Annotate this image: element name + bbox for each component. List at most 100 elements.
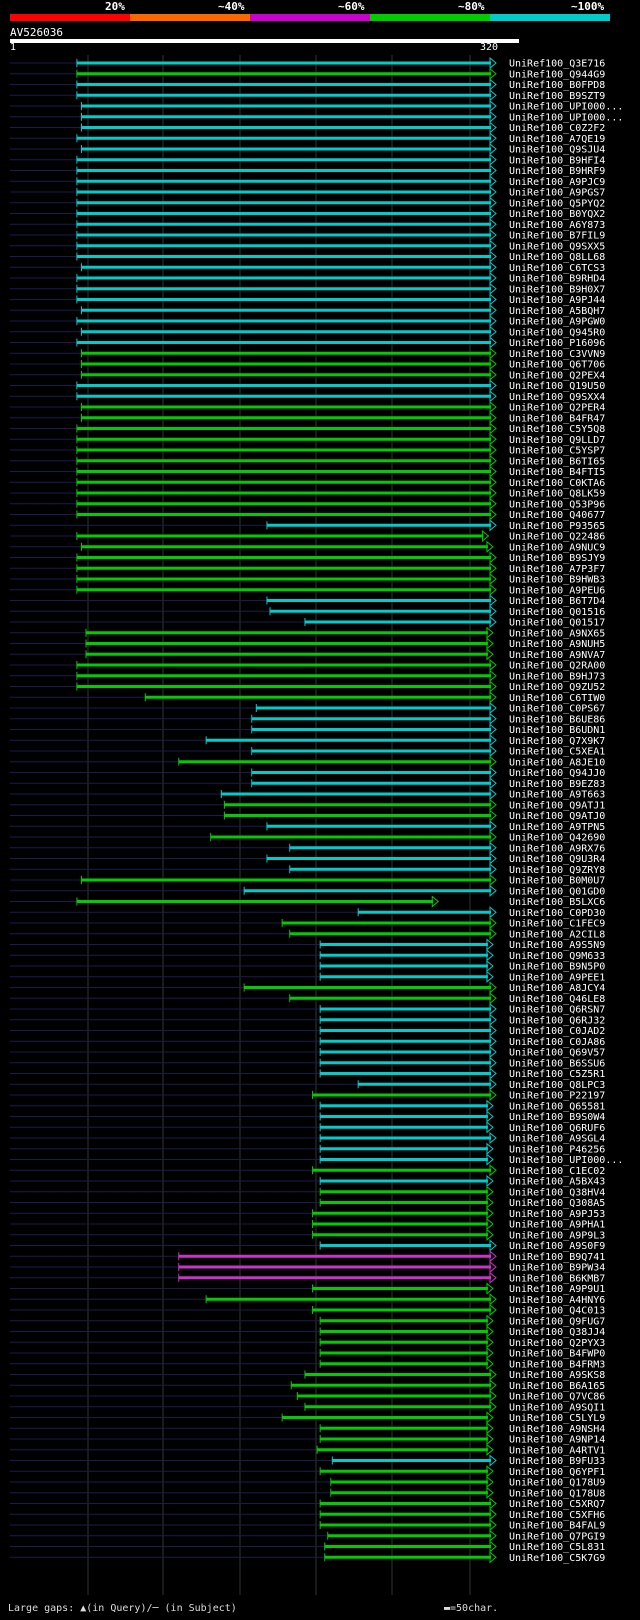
hit-row[interactable]: UniRef100_Q9M633 (10, 949, 605, 962)
hit-label[interactable]: UniRef100_A9RX76 (509, 843, 605, 854)
hit-label[interactable]: UniRef100_B4FWP0 (509, 1349, 605, 1360)
hit-label[interactable]: UniRef100_C5XRQ7 (509, 1499, 605, 1510)
hit-label[interactable]: UniRef100_Q69V57 (509, 1048, 605, 1059)
hit-label[interactable]: UniRef100_Q6RUF6 (509, 1123, 605, 1134)
hit-row[interactable]: UniRef100_Q38HV4 (10, 1185, 605, 1199)
hit-row[interactable]: UniRef100_A9SQI1 (10, 1400, 605, 1414)
hit-row[interactable]: UniRef100_A9NUH5 (10, 637, 605, 651)
hit-label[interactable]: UniRef100_Q46LE8 (509, 994, 605, 1005)
hit-row[interactable]: UniRef100_A9PHA1 (10, 1217, 605, 1231)
hit-row[interactable]: UniRef100_Q8LPC3 (10, 1078, 605, 1091)
hit-label[interactable]: UniRef100_Q944G9 (509, 69, 605, 80)
hit-label[interactable]: UniRef100_A6Y873 (509, 220, 605, 231)
hit-label[interactable]: UniRef100_Q22486 (509, 532, 605, 543)
hit-row[interactable]: UniRef100_Q6RJ32 (10, 1013, 605, 1027)
hit-row[interactable]: UniRef100_B4FAL9 (10, 1518, 605, 1532)
hit-label[interactable]: UniRef100_Q308A5 (509, 1198, 605, 1209)
hit-label[interactable]: UniRef100_C0KTA6 (509, 478, 605, 489)
hit-row[interactable]: UniRef100_UPI000... (10, 1153, 623, 1167)
hit-label[interactable]: UniRef100_Q9ZRY8 (509, 865, 605, 876)
hit-row[interactable]: UniRef100_Q53P96 (10, 497, 605, 511)
hit-row[interactable]: UniRef100_B4FR47 (10, 411, 605, 425)
hit-row[interactable]: UniRef100_Q7PGI9 (10, 1529, 605, 1543)
hit-label[interactable]: UniRef100_Q8LPC3 (509, 1080, 605, 1091)
hit-label[interactable]: UniRef100_Q9U3R4 (509, 854, 605, 865)
hit-row[interactable]: UniRef100_B9HJ73 (10, 669, 605, 683)
hit-row[interactable]: UniRef100_C5XRQ7 (10, 1497, 605, 1511)
hit-label[interactable]: UniRef100_A9SKS8 (509, 1370, 605, 1381)
hit-label[interactable]: UniRef100_A9SQI1 (509, 1402, 605, 1413)
hit-row[interactable]: UniRef100_B6KMB7 (10, 1271, 605, 1285)
hit-label[interactable]: UniRef100_Q3E716 (509, 59, 605, 70)
hit-label[interactable]: UniRef100_A4RTV1 (509, 1445, 605, 1456)
hit-row[interactable]: UniRef100_B0FPD8 (10, 78, 605, 92)
hit-label[interactable]: UniRef100_A4HNY6 (509, 1295, 605, 1306)
hit-label[interactable]: UniRef100_C5XEA1 (509, 747, 605, 758)
hit-label[interactable]: UniRef100_Q65581 (509, 1101, 605, 1112)
hit-label[interactable]: UniRef100_UPI000... (509, 112, 623, 123)
hit-label[interactable]: UniRef100_Q53P96 (509, 499, 605, 510)
hit-label[interactable]: UniRef100_A9NVA7 (509, 650, 605, 661)
hit-row[interactable]: UniRef100_A9PGS7 (10, 185, 605, 199)
hit-label[interactable]: UniRef100_A9PEE1 (509, 972, 605, 983)
hit-row[interactable]: UniRef100_A9S0F9 (10, 1239, 605, 1253)
hit-row[interactable]: UniRef100_Q40677 (10, 508, 605, 522)
hit-row[interactable]: UniRef100_Q2PEX4 (10, 368, 605, 382)
hit-label[interactable]: UniRef100_B0M0U7 (509, 876, 605, 887)
hit-label[interactable]: UniRef100_B9SJY9 (509, 553, 605, 564)
hit-label[interactable]: UniRef100_Q38JJ4 (509, 1327, 605, 1338)
hit-label[interactable]: UniRef100_Q9SJU4 (509, 145, 605, 156)
hit-label[interactable]: UniRef100_B0YQX2 (509, 209, 605, 220)
hit-label[interactable]: UniRef100_B4FAL9 (509, 1521, 605, 1532)
hit-row[interactable]: UniRef100_C5K7G9 (10, 1551, 605, 1564)
hit-label[interactable]: UniRef100_B0FPD8 (509, 80, 605, 91)
hit-label[interactable]: UniRef100_A8JCY4 (509, 983, 605, 994)
hit-label[interactable]: UniRef100_A9PHA1 (509, 1220, 605, 1231)
hit-row[interactable]: UniRef100_B9SJY9 (10, 551, 605, 565)
hit-row[interactable]: UniRef100_Q9ZRY8 (10, 863, 605, 876)
hit-row[interactable]: UniRef100_B9EZ83 (10, 777, 605, 790)
hit-label[interactable]: UniRef100_Q38HV4 (509, 1187, 605, 1198)
hit-row[interactable]: UniRef100_A9NSH4 (10, 1422, 605, 1435)
hit-row[interactable]: UniRef100_A9TPN5 (10, 820, 605, 833)
hit-row[interactable]: UniRef100_A4RTV1 (10, 1443, 605, 1457)
hit-label[interactable]: UniRef100_A9PJC9 (509, 177, 605, 188)
hit-row[interactable]: UniRef100_B9HWB3 (10, 572, 605, 586)
hit-label[interactable]: UniRef100_B9FU33 (509, 1456, 605, 1467)
hit-row[interactable]: UniRef100_Q42690 (10, 830, 605, 844)
hit-row[interactable]: UniRef100_B9H0X7 (10, 282, 605, 296)
hit-row[interactable]: UniRef100_A9NX65 (10, 626, 605, 640)
hit-row[interactable]: UniRef100_C0PD30 (10, 906, 605, 919)
hit-row[interactable]: UniRef100_Q9ZU52 (10, 680, 605, 694)
hit-row[interactable]: UniRef100_Q944G9 (10, 67, 605, 81)
hit-row[interactable]: UniRef100_A8JCY4 (10, 981, 605, 995)
hit-row[interactable]: UniRef100_UPI000... (10, 99, 623, 113)
hit-row[interactable]: UniRef100_A2CIL8 (10, 927, 605, 941)
hit-row[interactable]: UniRef100_Q65581 (10, 1099, 605, 1113)
hit-row[interactable]: UniRef100_A5BX43 (10, 1174, 605, 1188)
hit-row[interactable]: UniRef100_P46256 (10, 1142, 605, 1156)
hit-row[interactable]: UniRef100_A9NVA7 (10, 648, 605, 661)
hit-row[interactable]: UniRef100_Q4C013 (10, 1303, 605, 1317)
hit-label[interactable]: UniRef100_C5YSP7 (509, 446, 605, 457)
hit-row[interactable]: UniRef100_Q01516 (10, 605, 605, 618)
hit-label[interactable]: UniRef100_A9P9L3 (509, 1230, 605, 1241)
hit-row[interactable]: UniRef100_Q9ATJ1 (10, 798, 605, 812)
hit-label[interactable]: UniRef100_A9NUH5 (509, 639, 605, 650)
hit-label[interactable]: UniRef100_Q4C013 (509, 1306, 605, 1317)
hit-row[interactable]: UniRef100_Q9FUG7 (10, 1314, 605, 1328)
hit-label[interactable]: UniRef100_Q178U8 (509, 1488, 605, 1499)
hit-row[interactable]: UniRef100_Q8LL68 (10, 250, 605, 264)
hit-row[interactable]: UniRef100_A9S5N9 (10, 938, 605, 952)
hit-row[interactable]: UniRef100_C6TCS3 (10, 261, 605, 274)
hit-row[interactable]: UniRef100_A9NP14 (10, 1432, 605, 1446)
hit-label[interactable]: UniRef100_Q9ZU52 (509, 682, 605, 693)
hit-label[interactable]: UniRef100_Q5PYQ2 (509, 198, 605, 209)
hit-row[interactable]: UniRef100_Q01GD0 (10, 884, 605, 898)
hit-label[interactable]: UniRef100_A9NP14 (509, 1435, 605, 1446)
hit-row[interactable]: UniRef100_B0YQX2 (10, 207, 605, 221)
hit-row[interactable]: UniRef100_A9SGL4 (10, 1131, 605, 1145)
hit-row[interactable]: UniRef100_C5Z5R1 (10, 1067, 605, 1081)
hit-row[interactable]: UniRef100_B5LXC6 (10, 895, 605, 909)
hit-label[interactable]: UniRef100_Q8LL68 (509, 252, 605, 263)
